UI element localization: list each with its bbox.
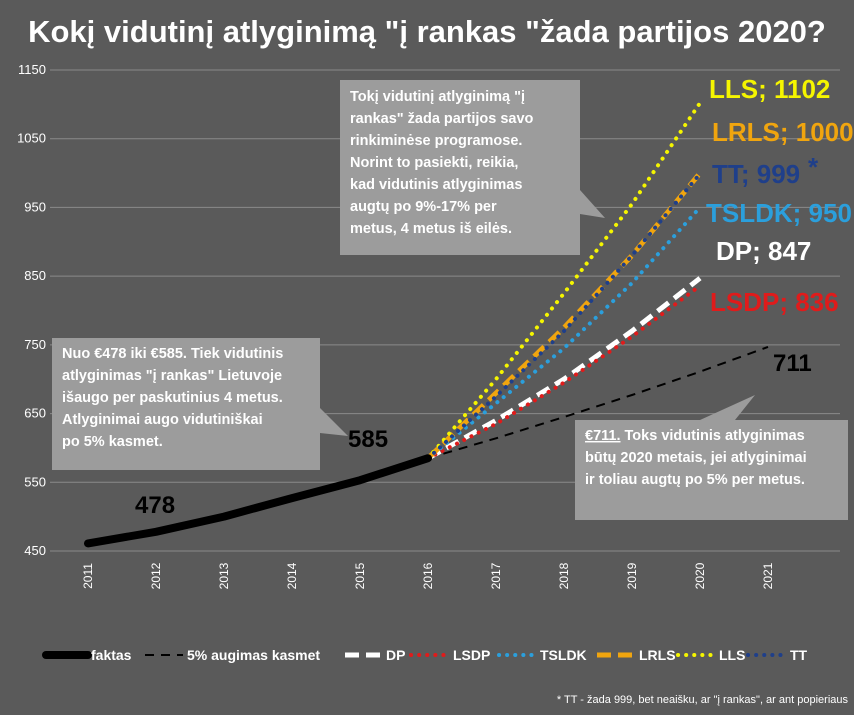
end-label-tsldk: TSLDK; 950 bbox=[706, 198, 852, 228]
data-labels: 478 585 711 LLS; 1102 LRLS; 1000 TT; 999 TSLDK… bbox=[135, 74, 854, 519]
callout-top-line: rinkiminėse programose. bbox=[350, 133, 522, 149]
callout-right-line: €711. Toks vidutinis atlyginimas bbox=[585, 428, 805, 444]
x-tick-label: 2018 bbox=[557, 562, 571, 589]
series-lines bbox=[84, 101, 769, 548]
legend-label-lls: LLS bbox=[719, 647, 745, 663]
legend-label-dp: DP bbox=[386, 647, 405, 663]
data-label: 478 bbox=[135, 492, 175, 519]
x-tick-label: 2019 bbox=[625, 562, 639, 589]
callout-left-line: Atlyginimai augo vidutiniškai bbox=[62, 412, 263, 428]
legend: faktas 5% augimas kasmet DP LSDP TSLDK LRLS LL… bbox=[42, 647, 808, 663]
y-tick-label: 1050 bbox=[17, 131, 46, 146]
callout-left-box bbox=[52, 338, 348, 470]
end-label-dp: DP; 847 bbox=[716, 236, 811, 266]
x-tick-label: 2015 bbox=[353, 562, 367, 589]
end-label-lrls: LRLS; 1000 bbox=[712, 117, 854, 147]
series-line-augimas bbox=[427, 345, 769, 460]
callouts: Tokį vidutinį atlyginimą "į rankas" žada … bbox=[52, 80, 848, 520]
legend-label-tt: TT bbox=[790, 647, 808, 663]
y-tick-label: 850 bbox=[24, 268, 46, 283]
y-tick-label: 450 bbox=[24, 543, 46, 558]
callout-left-line: išaugo per paskutinius 4 metus. bbox=[62, 390, 283, 406]
y-tick-label: 650 bbox=[24, 406, 46, 421]
series-line-TT bbox=[426, 171, 702, 461]
callout-left-line: po 5% kasmet. bbox=[62, 434, 163, 450]
y-tick-label: 950 bbox=[24, 199, 46, 214]
chart-title: Kokį vidutinį atlyginimą "į rankas "žada… bbox=[28, 14, 826, 49]
end-label-lsdp: LSDP; 836 bbox=[710, 287, 839, 317]
y-tick-label: 750 bbox=[24, 337, 46, 352]
series-line-TSLDK bbox=[426, 205, 702, 461]
legend-label-tsldk: TSLDK bbox=[540, 647, 587, 663]
callout-top-line: Norint to pasiekti, reikia, bbox=[350, 155, 518, 171]
callout-top-line: metus, 4 metus iš eilės. bbox=[350, 221, 512, 237]
callout-top-line: kad vidutinis atlyginimas bbox=[350, 177, 522, 193]
tt-asterisk: * bbox=[808, 152, 819, 182]
callout-left-line: Nuo €478 iki €585. Tiek vidutinis bbox=[62, 346, 283, 362]
series-line-LSDP bbox=[426, 283, 702, 461]
data-label: 711 bbox=[773, 350, 812, 377]
x-tick-label: 2021 bbox=[761, 562, 775, 589]
x-tick-label: 2014 bbox=[285, 562, 299, 589]
callout-left-line: atlyginimas "į rankas" Lietuvoje bbox=[62, 368, 282, 384]
y-tick-label: 550 bbox=[24, 474, 46, 489]
legend-label-lsdp: LSDP bbox=[453, 647, 490, 663]
callout-right-prefix: €711. bbox=[585, 428, 621, 444]
legend-label-lrls: LRLS bbox=[639, 647, 676, 663]
callout-top-line: augtų po 9%-17% per bbox=[350, 199, 497, 215]
x-tick-label: 2011 bbox=[81, 563, 95, 589]
callout-right-first-rest: Toks vidutinis atlyginimas bbox=[621, 428, 805, 444]
callout-right-line: būtų 2020 metais, jei atlyginimai bbox=[585, 450, 807, 466]
callout-top-line: rankas" žada partijos savo bbox=[350, 111, 534, 127]
callout-right-box bbox=[575, 395, 848, 520]
end-label-tt: TT; 999 bbox=[712, 159, 800, 189]
x-tick-label: 2017 bbox=[489, 562, 503, 589]
legend-label-augimas: 5% augimas kasmet bbox=[187, 647, 320, 663]
legend-label-faktas: faktas bbox=[91, 647, 132, 663]
callout-top-box bbox=[340, 80, 605, 255]
x-tick-label: 2016 bbox=[421, 562, 435, 589]
y-tick-label: 1150 bbox=[18, 62, 46, 77]
x-tick-label: 2013 bbox=[217, 562, 231, 589]
callout-top-line: Tokį vidutinį atlyginimą "į bbox=[350, 89, 525, 105]
end-label-lls: LLS; 1102 bbox=[709, 74, 830, 104]
data-label: 585 bbox=[348, 426, 388, 453]
callout-right-line: ir toliau augtų po 5% per metus. bbox=[585, 472, 805, 488]
x-tick-label: 2020 bbox=[693, 562, 707, 589]
footnote: * TT - žada 999, bet neaišku, ar "į rank… bbox=[557, 694, 849, 706]
x-tick-label: 2012 bbox=[149, 562, 163, 589]
series-line-faktas bbox=[84, 454, 432, 548]
series-line-DP bbox=[426, 276, 702, 461]
x-axis: 2011 2012 2013 2014 2015 2016 2017 2018 2019 2020… bbox=[81, 562, 775, 589]
y-axis: 450 550 650 750 850 950 1050 1150 bbox=[17, 62, 46, 558]
